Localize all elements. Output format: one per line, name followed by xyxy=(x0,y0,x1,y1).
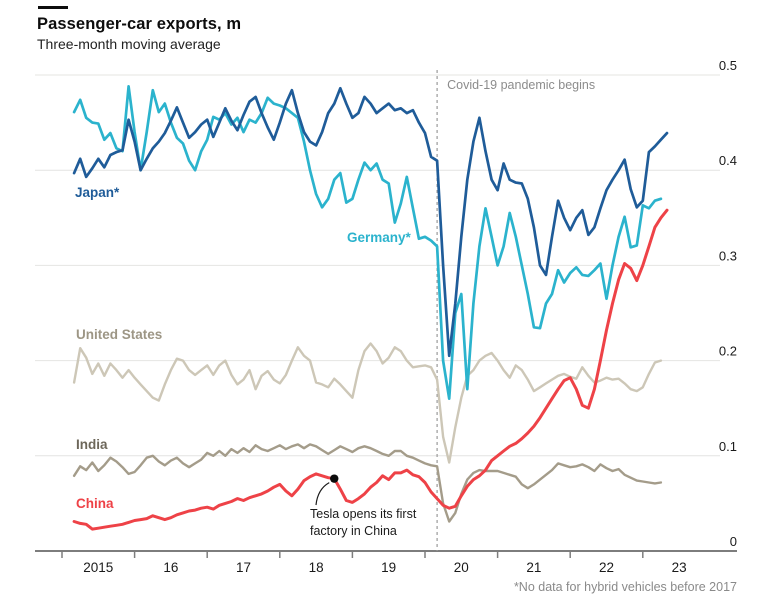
chart-footnote: *No data for hybrid vehicles before 2017 xyxy=(513,580,737,594)
series-line-us xyxy=(72,342,663,464)
tesla-annotation-connector xyxy=(315,482,330,506)
series-line-china xyxy=(72,208,669,531)
series-label-us: United States xyxy=(76,327,162,342)
tesla-annotation-text: factory in China xyxy=(310,524,397,538)
x-tick-label: 19 xyxy=(381,560,396,575)
title-rule xyxy=(38,6,68,9)
tesla-annotation-dot xyxy=(330,474,339,483)
x-tick-label: 22 xyxy=(599,560,614,575)
chart-title: Passenger-car exports, m xyxy=(37,15,242,33)
x-tick-label: 21 xyxy=(526,560,541,575)
series-line-germany xyxy=(72,85,663,401)
x-tick-label: 20 xyxy=(454,560,469,575)
covid-label: Covid-19 pandemic begins xyxy=(447,78,595,92)
y-tick-label: 0.2 xyxy=(719,344,737,359)
series-label-china: China xyxy=(76,496,114,511)
y-tick-label: 0.3 xyxy=(719,248,737,263)
series-line-japan xyxy=(72,86,669,358)
tesla-annotation-text: Tesla opens its first xyxy=(310,507,417,521)
series-label-germany: Germany* xyxy=(347,230,412,245)
y-tick-label: 0.1 xyxy=(719,439,737,454)
x-tick-label: 18 xyxy=(309,560,324,575)
x-tick-label: 23 xyxy=(672,560,687,575)
y-tick-label: 0.4 xyxy=(719,153,737,168)
y-tick-label: 0 xyxy=(730,534,737,549)
series-line-india xyxy=(72,443,663,523)
series-label-japan: Japan* xyxy=(75,185,120,200)
x-tick-label: 17 xyxy=(236,560,251,575)
x-tick-label: 2015 xyxy=(83,560,113,575)
series-label-india: India xyxy=(76,437,108,452)
y-tick-label: 0.5 xyxy=(719,58,737,73)
chart-subtitle: Three-month moving average xyxy=(37,36,221,52)
x-tick-label: 16 xyxy=(163,560,178,575)
